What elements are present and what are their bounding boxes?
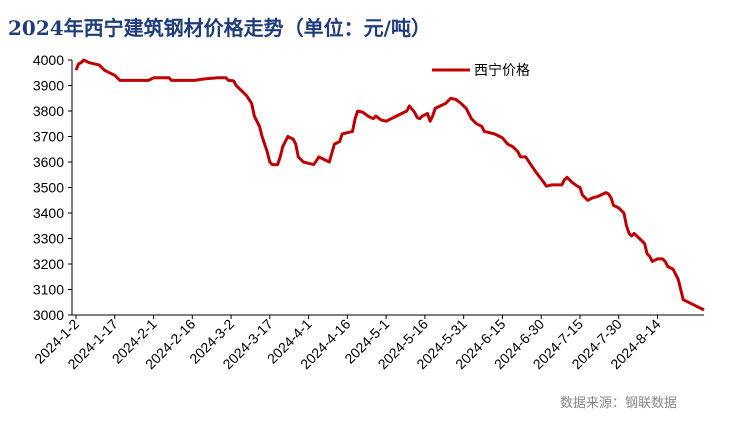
legend: 西宁价格 <box>432 62 530 79</box>
y-tick-label: 3400 <box>33 205 64 221</box>
y-tick-label: 3000 <box>33 307 64 323</box>
y-tick-label: 3300 <box>33 231 64 247</box>
y-tick-label: 3900 <box>33 78 64 94</box>
y-tick-label: 3200 <box>33 256 64 272</box>
y-tick-label: 4000 <box>33 52 64 68</box>
legend-label: 西宁价格 <box>474 62 530 79</box>
x-ticks: 2024-1-22024-1-172024-2-12024-2-162024-3… <box>31 315 664 372</box>
series-line <box>74 58 705 312</box>
y-tick-label: 3500 <box>33 180 64 196</box>
series-group <box>74 58 705 312</box>
y-ticks: 3000 3100 3200 3300 3400 3500 3600 3700 3800 3900… <box>33 52 72 323</box>
axes <box>71 60 704 316</box>
y-tick-label: 3800 <box>33 103 64 119</box>
chart-title: 2024年西宁建筑钢材价格走势（单位：元/吨） <box>8 16 431 40</box>
y-tick-label: 3100 <box>33 282 64 298</box>
source-note: 数据来源：钢联数据 <box>560 396 678 411</box>
y-tick-label: 3700 <box>33 129 64 145</box>
y-tick-label: 3600 <box>33 154 64 170</box>
